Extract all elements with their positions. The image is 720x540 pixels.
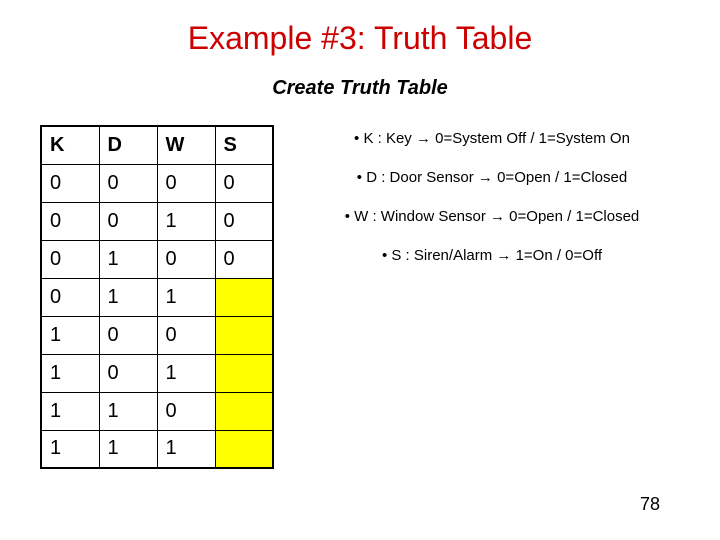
legend: • K : Key → 0=System Off / 1=System On •… (304, 125, 680, 286)
legend-item: • K : Key → 0=System Off / 1=System On (304, 130, 680, 147)
table-cell: 0 (157, 316, 215, 354)
table-cell: 0 (157, 164, 215, 202)
table-cell: 0 (99, 354, 157, 392)
table-cell: 1 (99, 430, 157, 468)
table-row: 111 (41, 430, 273, 468)
table-cell: 1 (157, 278, 215, 316)
legend-item: • D : Door Sensor → 0=Open / 1=Closed (304, 169, 680, 186)
table-cell: 0 (99, 164, 157, 202)
legend-item: • W : Window Sensor → 0=Open / 1=Closed (304, 208, 680, 225)
table-cell: 0 (41, 240, 99, 278)
table-cell (215, 392, 273, 430)
table-row: 011 (41, 278, 273, 316)
table-cell (215, 430, 273, 468)
slide-title: Example #3: Truth Table (40, 20, 680, 57)
table-cell: 0 (41, 202, 99, 240)
table-row: 0010 (41, 202, 273, 240)
table-row: 0100 (41, 240, 273, 278)
table-cell: 0 (41, 278, 99, 316)
table-row: 100 (41, 316, 273, 354)
col-header-s: S (215, 126, 273, 164)
table-cell: 1 (41, 430, 99, 468)
table-header-row: K D W S (41, 126, 273, 164)
table-cell: 1 (99, 240, 157, 278)
table-cell: 1 (41, 392, 99, 430)
table-cell: 1 (99, 278, 157, 316)
table-cell: 1 (41, 354, 99, 392)
col-header-k: K (41, 126, 99, 164)
table-cell: 1 (157, 202, 215, 240)
table-cell: 0 (157, 240, 215, 278)
table-cell (215, 354, 273, 392)
table-cell: 0 (157, 392, 215, 430)
table-cell: 0 (215, 202, 273, 240)
legend-item: • S : Siren/Alarm → 1=On / 0=Off (304, 247, 680, 264)
slide-subtitle: Create Truth Table (40, 77, 680, 100)
col-header-w: W (157, 126, 215, 164)
table-cell (215, 316, 273, 354)
page-number: 78 (640, 494, 660, 515)
content-area: K D W S 000000100100011100101110111 • K … (40, 125, 680, 469)
table-cell: 0 (41, 164, 99, 202)
table-row: 101 (41, 354, 273, 392)
table-cell: 0 (215, 164, 273, 202)
table-cell: 0 (99, 202, 157, 240)
truth-table: K D W S 000000100100011100101110111 (40, 125, 274, 469)
table-cell: 1 (41, 316, 99, 354)
table-cell: 0 (99, 316, 157, 354)
table-cell: 1 (157, 354, 215, 392)
table-row: 0000 (41, 164, 273, 202)
col-header-d: D (99, 126, 157, 164)
table-row: 110 (41, 392, 273, 430)
table-cell: 1 (157, 430, 215, 468)
table-cell (215, 278, 273, 316)
table-cell: 1 (99, 392, 157, 430)
table-cell: 0 (215, 240, 273, 278)
